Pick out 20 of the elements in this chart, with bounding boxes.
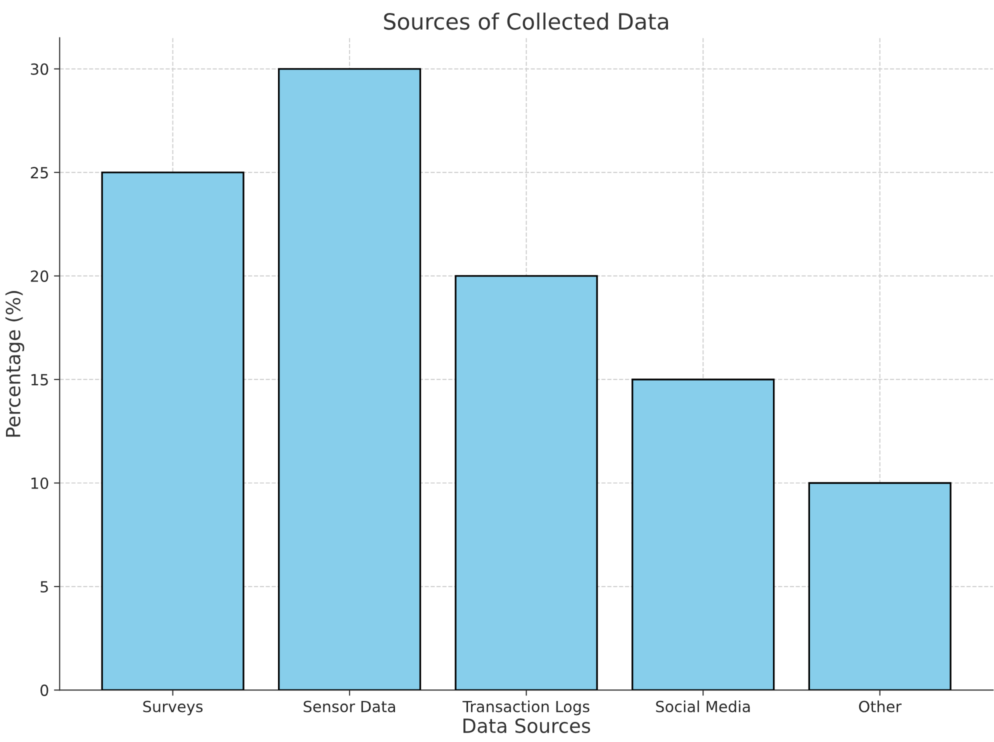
y-tick-label: 20	[30, 270, 48, 282]
y-tick-label: 0	[40, 684, 48, 696]
x-tick-label: Surveys	[143, 700, 203, 716]
y-tick-label: 15	[31, 374, 48, 386]
y-tick-label: 30	[30, 63, 48, 75]
x-tick-label: Sensor Data	[304, 700, 396, 712]
chart-title: Sources of Collected Data	[384, 12, 668, 30]
y-axis-title: Percentage (%)	[5, 291, 24, 437]
bar	[278, 68, 422, 690]
bar	[454, 275, 598, 690]
x-tick-label: Transaction Logs	[462, 700, 590, 716]
x-tick-label: Social Media	[656, 700, 750, 712]
bar	[808, 482, 952, 690]
x-tick-label: Other	[859, 700, 902, 712]
bar	[632, 378, 775, 690]
bar	[101, 172, 244, 690]
x-axis-title: Data Sources	[463, 718, 590, 734]
y-tick-label: 10	[31, 477, 48, 490]
y-tick-label: 25	[30, 166, 48, 178]
y-tick-label: 5	[40, 581, 48, 593]
